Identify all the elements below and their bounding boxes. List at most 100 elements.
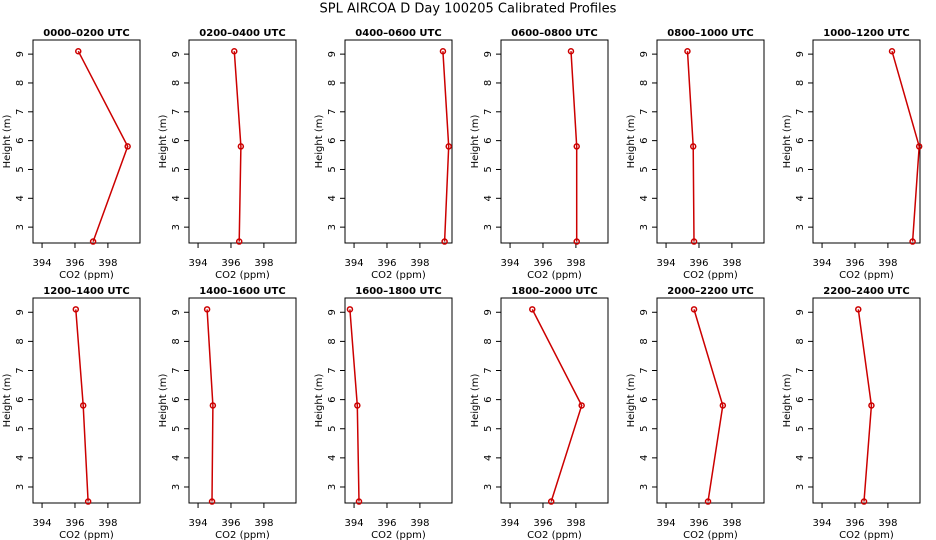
data-point <box>346 306 354 313</box>
y-tick-label: 7 <box>483 109 494 115</box>
profile-line <box>570 51 578 242</box>
x-tick-label: 398 <box>566 518 585 529</box>
data-point <box>567 47 575 55</box>
profile-line <box>206 309 214 502</box>
data-point <box>79 402 87 409</box>
x-tick-label: 398 <box>254 258 273 269</box>
data-point <box>704 498 712 505</box>
x-tick-label: 398 <box>722 518 741 529</box>
y-tick-label: 6 <box>639 137 650 143</box>
y-tick-label: 8 <box>795 338 806 344</box>
x-axis-label: CO2 (ppm) <box>683 270 738 281</box>
y-tick-label: 3 <box>171 224 182 230</box>
y-tick-label: 8 <box>327 338 338 344</box>
y-tick-label: 5 <box>171 166 182 172</box>
data-point <box>868 402 875 409</box>
y-tick-label: 7 <box>327 367 338 373</box>
data-point <box>719 402 727 409</box>
y-tick-label: 7 <box>483 367 494 373</box>
y-tick-label: 6 <box>15 137 26 143</box>
y-tick-label: 5 <box>795 166 806 172</box>
y-tick-label: 7 <box>795 367 806 373</box>
profile-line <box>233 51 242 242</box>
y-tick-label: 6 <box>483 137 494 143</box>
data-point <box>690 306 698 313</box>
y-tick-label: 7 <box>639 367 650 373</box>
y-tick-label: 8 <box>171 80 182 86</box>
x-tick-label: 394 <box>345 518 364 529</box>
data-point <box>684 47 691 55</box>
profile-line <box>891 50 920 242</box>
y-tick-label: 4 <box>327 195 338 201</box>
panel-title: 0400–0600 UTC <box>355 28 441 39</box>
y-tick-label: 7 <box>327 109 338 115</box>
y-tick-label: 8 <box>15 80 26 86</box>
y-tick-label: 4 <box>795 455 806 461</box>
data-point <box>124 143 131 150</box>
y-tick-label: 9 <box>327 309 338 315</box>
data-point <box>909 238 916 245</box>
y-axis-label: Height (m) <box>626 115 637 169</box>
y-tick-label: 6 <box>15 396 26 402</box>
y-axis-label: Height (m) <box>2 115 13 169</box>
y-tick-label: 8 <box>483 80 494 86</box>
y-tick-label: 5 <box>327 426 338 432</box>
y-tick-label: 7 <box>15 367 26 373</box>
y-tick-label: 9 <box>483 51 494 57</box>
y-tick-label: 6 <box>795 137 806 143</box>
plot-frame <box>812 39 921 244</box>
y-axis-label: Height (m) <box>782 374 793 428</box>
y-axis-label: Height (m) <box>2 374 13 428</box>
panel-title: 1400–1600 UTC <box>199 286 285 297</box>
y-tick-label: 8 <box>639 338 650 344</box>
y-tick-label: 4 <box>171 195 182 201</box>
x-tick-label: 398 <box>878 518 897 529</box>
data-point <box>231 47 238 55</box>
plot-frame <box>500 39 609 244</box>
chart-title: SPL AIRCOA D Day 100205 Calibrated Profi… <box>320 2 617 17</box>
y-tick-label: 9 <box>171 309 182 315</box>
data-point <box>203 306 211 313</box>
x-tick-label: 398 <box>878 258 897 269</box>
y-tick-label: 4 <box>171 455 182 461</box>
y-tick-label: 7 <box>15 109 26 115</box>
x-tick-label: 396 <box>689 258 708 269</box>
y-tick-label: 5 <box>639 426 650 432</box>
data-point <box>84 498 92 505</box>
y-tick-label: 4 <box>483 455 494 461</box>
y-tick-label: 6 <box>171 137 182 143</box>
data-point <box>75 47 82 55</box>
data-point <box>208 498 216 505</box>
y-tick-label: 7 <box>795 109 806 115</box>
data-point <box>209 402 217 409</box>
y-tick-label: 6 <box>795 396 806 402</box>
data-point <box>573 143 580 150</box>
y-tick-label: 5 <box>15 166 26 172</box>
y-tick-label: 9 <box>795 309 806 315</box>
y-tick-label: 3 <box>483 484 494 490</box>
panel-title: 2200–2400 UTC <box>823 286 909 297</box>
x-tick-label: 394 <box>813 258 832 269</box>
x-axis-label: CO2 (ppm) <box>215 270 270 281</box>
y-tick-label: 5 <box>639 166 650 172</box>
x-axis-label: CO2 (ppm) <box>839 270 894 281</box>
panel-title: 0000–0200 UTC <box>43 28 129 39</box>
y-axis-label: Height (m) <box>626 374 637 428</box>
y-tick-label: 9 <box>795 51 806 57</box>
y-tick-label: 9 <box>327 51 338 57</box>
y-tick-label: 7 <box>171 109 182 115</box>
x-tick-label: 394 <box>657 518 676 529</box>
y-tick-label: 3 <box>639 224 650 230</box>
y-tick-label: 4 <box>639 195 650 201</box>
y-tick-label: 5 <box>171 426 182 432</box>
x-tick-label: 398 <box>722 258 741 269</box>
panel-title: 1600–1800 UTC <box>355 286 441 297</box>
plot-frame <box>188 39 297 244</box>
profile-line <box>77 50 129 242</box>
y-axis-label: Height (m) <box>158 115 169 169</box>
x-tick-label: 394 <box>501 518 520 529</box>
x-tick-label: 396 <box>221 518 240 529</box>
data-point <box>573 238 580 245</box>
y-tick-label: 3 <box>795 484 806 490</box>
x-axis-label: CO2 (ppm) <box>527 270 582 281</box>
